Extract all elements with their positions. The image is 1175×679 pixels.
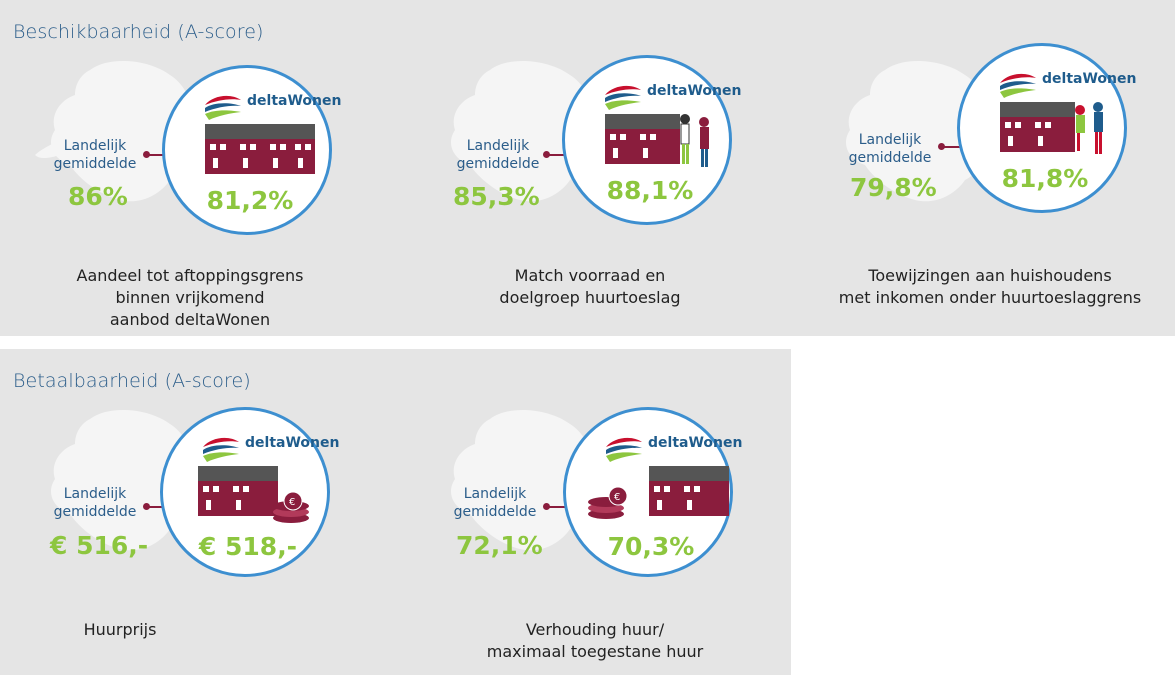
netherlands-map-icon: [35, 60, 190, 202]
caption-line: Toewijzingen aan huishoudens: [868, 266, 1112, 285]
connector-dot: [143, 151, 150, 158]
coins-and-houses-icon: €: [588, 466, 729, 519]
connector-line: [145, 506, 165, 508]
caption-line: maximaal toegestane huur: [486, 642, 704, 661]
deltawonen-score-circle: deltaWonen € 70,3%: [563, 407, 742, 577]
caption-line: doelgroep huurtoeslag: [499, 288, 681, 307]
deltawonen-logo-icon: [605, 85, 641, 110]
national-average-value: 85,3%: [453, 182, 540, 211]
deltawonen-logo: deltaWonen: [998, 68, 1136, 98]
national-average-value: 86%: [68, 182, 128, 211]
netherlands-map-icon: [845, 60, 985, 202]
national-average-label: Landelijk gemiddelde: [453, 486, 537, 520]
connector-dot: [543, 151, 550, 158]
houses-icon: [205, 124, 315, 174]
national-average-label: Landelijk gemiddelde: [53, 138, 137, 172]
houses-and-coins-icon: €: [198, 466, 309, 523]
deltawonen-logo-icon: [205, 95, 241, 120]
national-average-value: 72,1%: [456, 531, 543, 560]
deltawonen-logo: deltaWonen: [201, 432, 339, 462]
deltawonen-logo-text: deltaWonen: [648, 435, 743, 451]
deltawonen-logo-text: deltaWonen: [1042, 71, 1137, 87]
caption-line: Match voorraad en: [514, 266, 666, 285]
deltawonen-logo-text: deltaWonen: [647, 83, 742, 99]
card-caption: Aandeel tot aftoppingsgrens binnen vrijk…: [40, 265, 340, 331]
connector-dot: [543, 503, 550, 510]
connector-dot: [938, 143, 945, 150]
national-average-value: € 516,-: [50, 531, 149, 560]
deltawonen-logo: deltaWonen: [604, 432, 742, 462]
deltawonen-logo-icon: [606, 437, 642, 462]
card-stock-match: Landelijk gemiddelde 85,3% deltaWonen: [420, 0, 810, 330]
availability-title: Beschikbaarheid (A-score): [13, 21, 264, 43]
connector-line: [940, 146, 960, 148]
deltawonen-score: 81,8%: [1001, 164, 1089, 193]
national-average-label: Landelijk gemiddelde: [848, 132, 932, 166]
deltawonen-logo: deltaWonen: [203, 90, 341, 120]
houses-and-people-icon: [605, 114, 709, 167]
deltawonen-logo-icon: [1000, 73, 1036, 98]
deltawonen-logo-text: deltaWonen: [245, 435, 340, 451]
caption-line: aanbod deltaWonen: [109, 310, 271, 329]
card-affordable-share: Landelijk gemiddelde 86% deltaWonen: [20, 0, 410, 330]
card-rent-price: Landelijk gemiddelde € 516,- deltaWonen: [20, 349, 410, 679]
card-caption: Toewijzingen aan huishoudens met inkomen…: [810, 265, 1170, 309]
card-rent-ratio: Landelijk gemiddelde 72,1% deltaWonen €: [420, 349, 810, 679]
deltawonen-logo-icon: [203, 437, 239, 462]
card-caption: Match voorraad en doelgroep huurtoeslag: [440, 265, 740, 309]
card-allocations: Landelijk gemiddelde 79,8% deltaWonen: [815, 0, 1175, 330]
deltawonen-score-circle: deltaWonen 88,1%: [562, 55, 741, 225]
deltawonen-logo-text: deltaWonen: [247, 93, 342, 109]
caption-line: Aandeel tot aftoppingsgrens: [76, 266, 304, 285]
deltawonen-score: 70,3%: [607, 532, 695, 561]
connector-line: [545, 154, 565, 156]
card-caption: Huurprijs: [0, 619, 240, 641]
connector-line: [145, 154, 165, 156]
deltawonen-score-circle: deltaWonen 81,2%: [162, 65, 341, 235]
netherlands-map-icon: [50, 409, 190, 551]
deltawonen-score: 81,2%: [206, 186, 294, 215]
netherlands-map-icon: [450, 60, 590, 202]
national-average-label: Landelijk gemiddelde: [53, 486, 137, 520]
caption-line: met inkomen onder huurtoeslaggrens: [838, 288, 1142, 307]
national-average-label: Landelijk gemiddelde: [456, 138, 540, 172]
caption-line: Huurprijs: [83, 620, 157, 639]
svg-text:€: €: [614, 492, 620, 503]
card-caption: Verhouding huur/ maximaal toegestane huu…: [445, 619, 745, 663]
netherlands-map-icon: [450, 409, 590, 551]
svg-text:€: €: [289, 497, 295, 508]
affordability-title: Betaalbaarheid (A-score): [13, 370, 251, 392]
connector-line: [545, 506, 565, 508]
connector-dot: [143, 503, 150, 510]
deltawonen-score: 88,1%: [606, 176, 694, 205]
caption-line: binnen vrijkomend: [115, 288, 265, 307]
deltawonen-score-circle: deltaWonen € € 518,-: [160, 407, 339, 577]
affordability-panel: Betaalbaarheid (A-score) Landelijk gemid…: [0, 349, 791, 675]
availability-panel: Beschikbaarheid (A-score) Landelijk gemi…: [0, 0, 1175, 336]
deltawonen-score: € 518,-: [198, 532, 298, 561]
national-average-value: 79,8%: [850, 173, 937, 202]
houses-and-people-icon: [1000, 102, 1103, 154]
deltawonen-score-circle: deltaWonen 81,8%: [957, 43, 1136, 213]
deltawonen-logo: deltaWonen: [603, 80, 741, 110]
caption-line: Verhouding huur/: [525, 620, 665, 639]
